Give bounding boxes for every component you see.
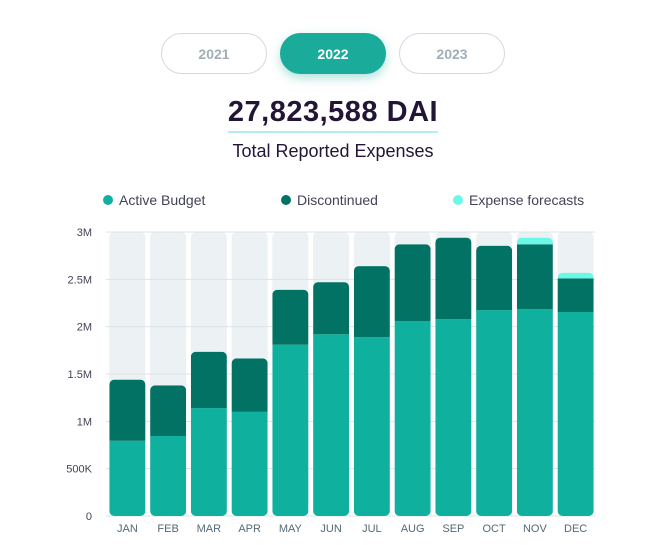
x-tick-label: MAY	[279, 523, 303, 535]
y-tick-label: 0	[86, 511, 92, 523]
bar-segment-active-budget[interactable]	[109, 440, 146, 516]
total-value: 27,823,588 DAI	[227, 96, 439, 133]
legend-item-active-budget[interactable]: Active Budget	[103, 192, 205, 208]
y-tick-label: 500K	[66, 464, 92, 476]
x-tick-label: NOV	[523, 523, 548, 535]
legend-label: Discontinued	[297, 192, 378, 208]
bar-segment-discontinued[interactable]	[231, 358, 268, 412]
bar-segment-active-budget[interactable]	[476, 310, 513, 516]
bar-segment-active-budget[interactable]	[190, 408, 227, 516]
bar-segment-active-budget[interactable]	[150, 436, 187, 516]
legend-item-expense-forecasts[interactable]: Expense forecasts	[453, 192, 584, 208]
bar-segment-discontinued[interactable]	[476, 245, 513, 311]
tab-2023[interactable]: 2023	[399, 33, 505, 74]
y-tick-label: 2M	[77, 322, 92, 334]
bar-segment-active-budget[interactable]	[313, 334, 350, 516]
bar-segment-discontinued[interactable]	[353, 266, 390, 338]
bar-segment-discontinued[interactable]	[435, 237, 472, 320]
year-tabs: 2021 2022 2023	[0, 33, 666, 74]
total-label: Total Reported Expenses	[232, 141, 434, 161]
x-tick-label: SEP	[442, 523, 464, 535]
x-tick-label: OCT	[483, 523, 507, 535]
bar-segment-active-budget[interactable]	[231, 411, 268, 516]
bar-segment-expense-forecasts[interactable]	[557, 272, 594, 279]
y-tick-label: 3M	[77, 227, 92, 239]
x-tick-label: FEB	[157, 523, 178, 535]
x-tick-label: MAR	[197, 523, 222, 535]
legend-item-discontinued[interactable]: Discontinued	[281, 192, 378, 208]
total-expenses: 27,823,588 DAI	[0, 96, 666, 133]
bar-segment-active-budget[interactable]	[516, 309, 553, 516]
legend-dot-expense-forecasts-icon	[453, 195, 463, 205]
legend-label: Active Budget	[119, 192, 206, 208]
x-tick-label: JUL	[362, 523, 382, 535]
bar-segment-discontinued[interactable]	[272, 289, 309, 345]
tab-2022[interactable]: 2022	[280, 33, 386, 74]
x-tick-label: AUG	[401, 523, 425, 535]
x-tick-label: JUN	[320, 523, 341, 535]
bar-segment-discontinued[interactable]	[394, 244, 431, 321]
bar-segment-expense-forecasts[interactable]	[516, 237, 553, 245]
bar-segment-discontinued[interactable]	[516, 244, 553, 310]
legend-dot-active-budget-icon	[103, 195, 113, 205]
bar-segment-active-budget[interactable]	[394, 320, 431, 516]
x-tick-label: APR	[238, 523, 261, 535]
y-tick-label: 1M	[77, 416, 92, 428]
y-tick-label: 2.5M	[68, 274, 92, 286]
bar-segment-discontinued[interactable]	[150, 385, 187, 437]
bar-segment-discontinued[interactable]	[190, 351, 227, 409]
bar-segment-active-budget[interactable]	[353, 337, 390, 516]
bar-segment-discontinued[interactable]	[557, 278, 594, 312]
x-tick-label: DEC	[564, 523, 587, 535]
bar-segment-discontinued[interactable]	[109, 379, 146, 441]
legend-label: Expense forecasts	[469, 192, 585, 208]
legend-dot-discontinued-icon	[281, 195, 291, 205]
bar-segment-active-budget[interactable]	[435, 319, 472, 516]
bar-segment-active-budget[interactable]	[557, 311, 594, 516]
bar-segment-active-budget[interactable]	[272, 344, 309, 516]
bar-segment-discontinued[interactable]	[313, 282, 350, 335]
chart-legend: Active Budget Discontinued Expense forec…	[0, 192, 666, 210]
tab-2021[interactable]: 2021	[161, 33, 267, 74]
x-tick-label: JAN	[117, 523, 138, 535]
y-tick-label: 1.5M	[68, 369, 92, 381]
